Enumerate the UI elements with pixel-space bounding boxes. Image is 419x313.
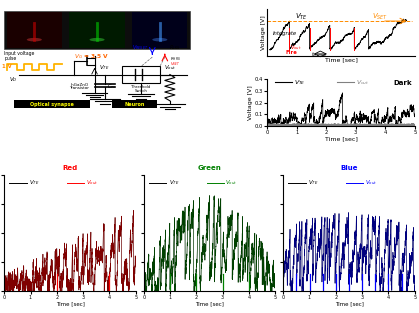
Text: $R_{HRS}$: $R_{HRS}$: [170, 56, 181, 63]
Text: $V_{out}$: $V_{out}$: [356, 78, 369, 87]
X-axis label: Time [sec]: Time [sec]: [195, 302, 224, 307]
X-axis label: Time [sec]: Time [sec]: [334, 302, 363, 307]
Bar: [4, 11, 190, 49]
Bar: [112, 100, 157, 108]
Text: Threshold: Threshold: [131, 85, 151, 89]
Text: 1 V: 1 V: [2, 64, 11, 69]
Text: $V_{TE}$: $V_{TE}$: [29, 178, 40, 187]
Text: $V_{out}$: $V_{out}$: [86, 178, 98, 187]
Bar: [132, 12, 187, 48]
Text: $V_{TE}$: $V_{TE}$: [169, 178, 179, 187]
Text: $V_{TE}$: $V_{TE}$: [308, 178, 319, 187]
Bar: [70, 12, 125, 48]
Text: $V_{out}$: $V_{out}$: [225, 178, 238, 187]
Text: InGaZnO: InGaZnO: [70, 83, 88, 87]
Text: $C_{ex}$: $C_{ex}$: [107, 82, 116, 91]
Ellipse shape: [27, 38, 42, 41]
Text: $V_{out}$: $V_{out}$: [365, 178, 377, 187]
Text: Input voltage: Input voltage: [4, 51, 34, 56]
Text: Neuron: Neuron: [124, 102, 145, 107]
Text: $V_G$ = 3.5 V: $V_G$ = 3.5 V: [75, 53, 110, 61]
Text: $V_{out}$: $V_{out}$: [290, 43, 302, 52]
Bar: [122, 66, 160, 83]
Text: $V_{TE}$: $V_{TE}$: [99, 63, 110, 72]
X-axis label: Time [sec]: Time [sec]: [56, 302, 85, 307]
Text: $V_D$: $V_D$: [9, 75, 18, 84]
Text: Switch: Switch: [134, 89, 147, 93]
Text: $R_{LKS}$: $R_{LKS}$: [169, 43, 181, 52]
Text: $V_{out}$: $V_{out}$: [164, 63, 176, 72]
Text: pulse: pulse: [4, 56, 16, 61]
Text: $V_{TE}$: $V_{TE}$: [294, 78, 305, 87]
Text: $V_{SET}$: $V_{SET}$: [372, 12, 389, 22]
Bar: [7, 12, 62, 48]
X-axis label: Time [sec]: Time [sec]: [325, 57, 357, 62]
Y-axis label: Voltage [V]: Voltage [V]: [248, 85, 253, 120]
Text: Blue: Blue: [340, 165, 358, 171]
Text: Dark: Dark: [393, 80, 412, 86]
Bar: [14, 100, 90, 108]
Text: Green: Green: [198, 165, 221, 171]
Text: $V_{TE}$: $V_{TE}$: [295, 12, 308, 22]
Text: $t_{interval}$: $t_{interval}$: [311, 50, 328, 59]
X-axis label: Time [sec]: Time [sec]: [325, 136, 357, 141]
Text: Transistor: Transistor: [70, 86, 90, 90]
Ellipse shape: [90, 38, 105, 41]
Text: Fire: Fire: [285, 50, 297, 55]
Text: Integrate: Integrate: [273, 31, 297, 36]
Y-axis label: Voltage [V]: Voltage [V]: [261, 15, 266, 50]
Ellipse shape: [152, 38, 167, 41]
Text: Optical synapse: Optical synapse: [30, 102, 74, 107]
Text: $V_{SET}$: $V_{SET}$: [170, 60, 180, 68]
Text: $V_{RESET}$: $V_{RESET}$: [132, 43, 148, 52]
Text: Red: Red: [62, 165, 78, 171]
